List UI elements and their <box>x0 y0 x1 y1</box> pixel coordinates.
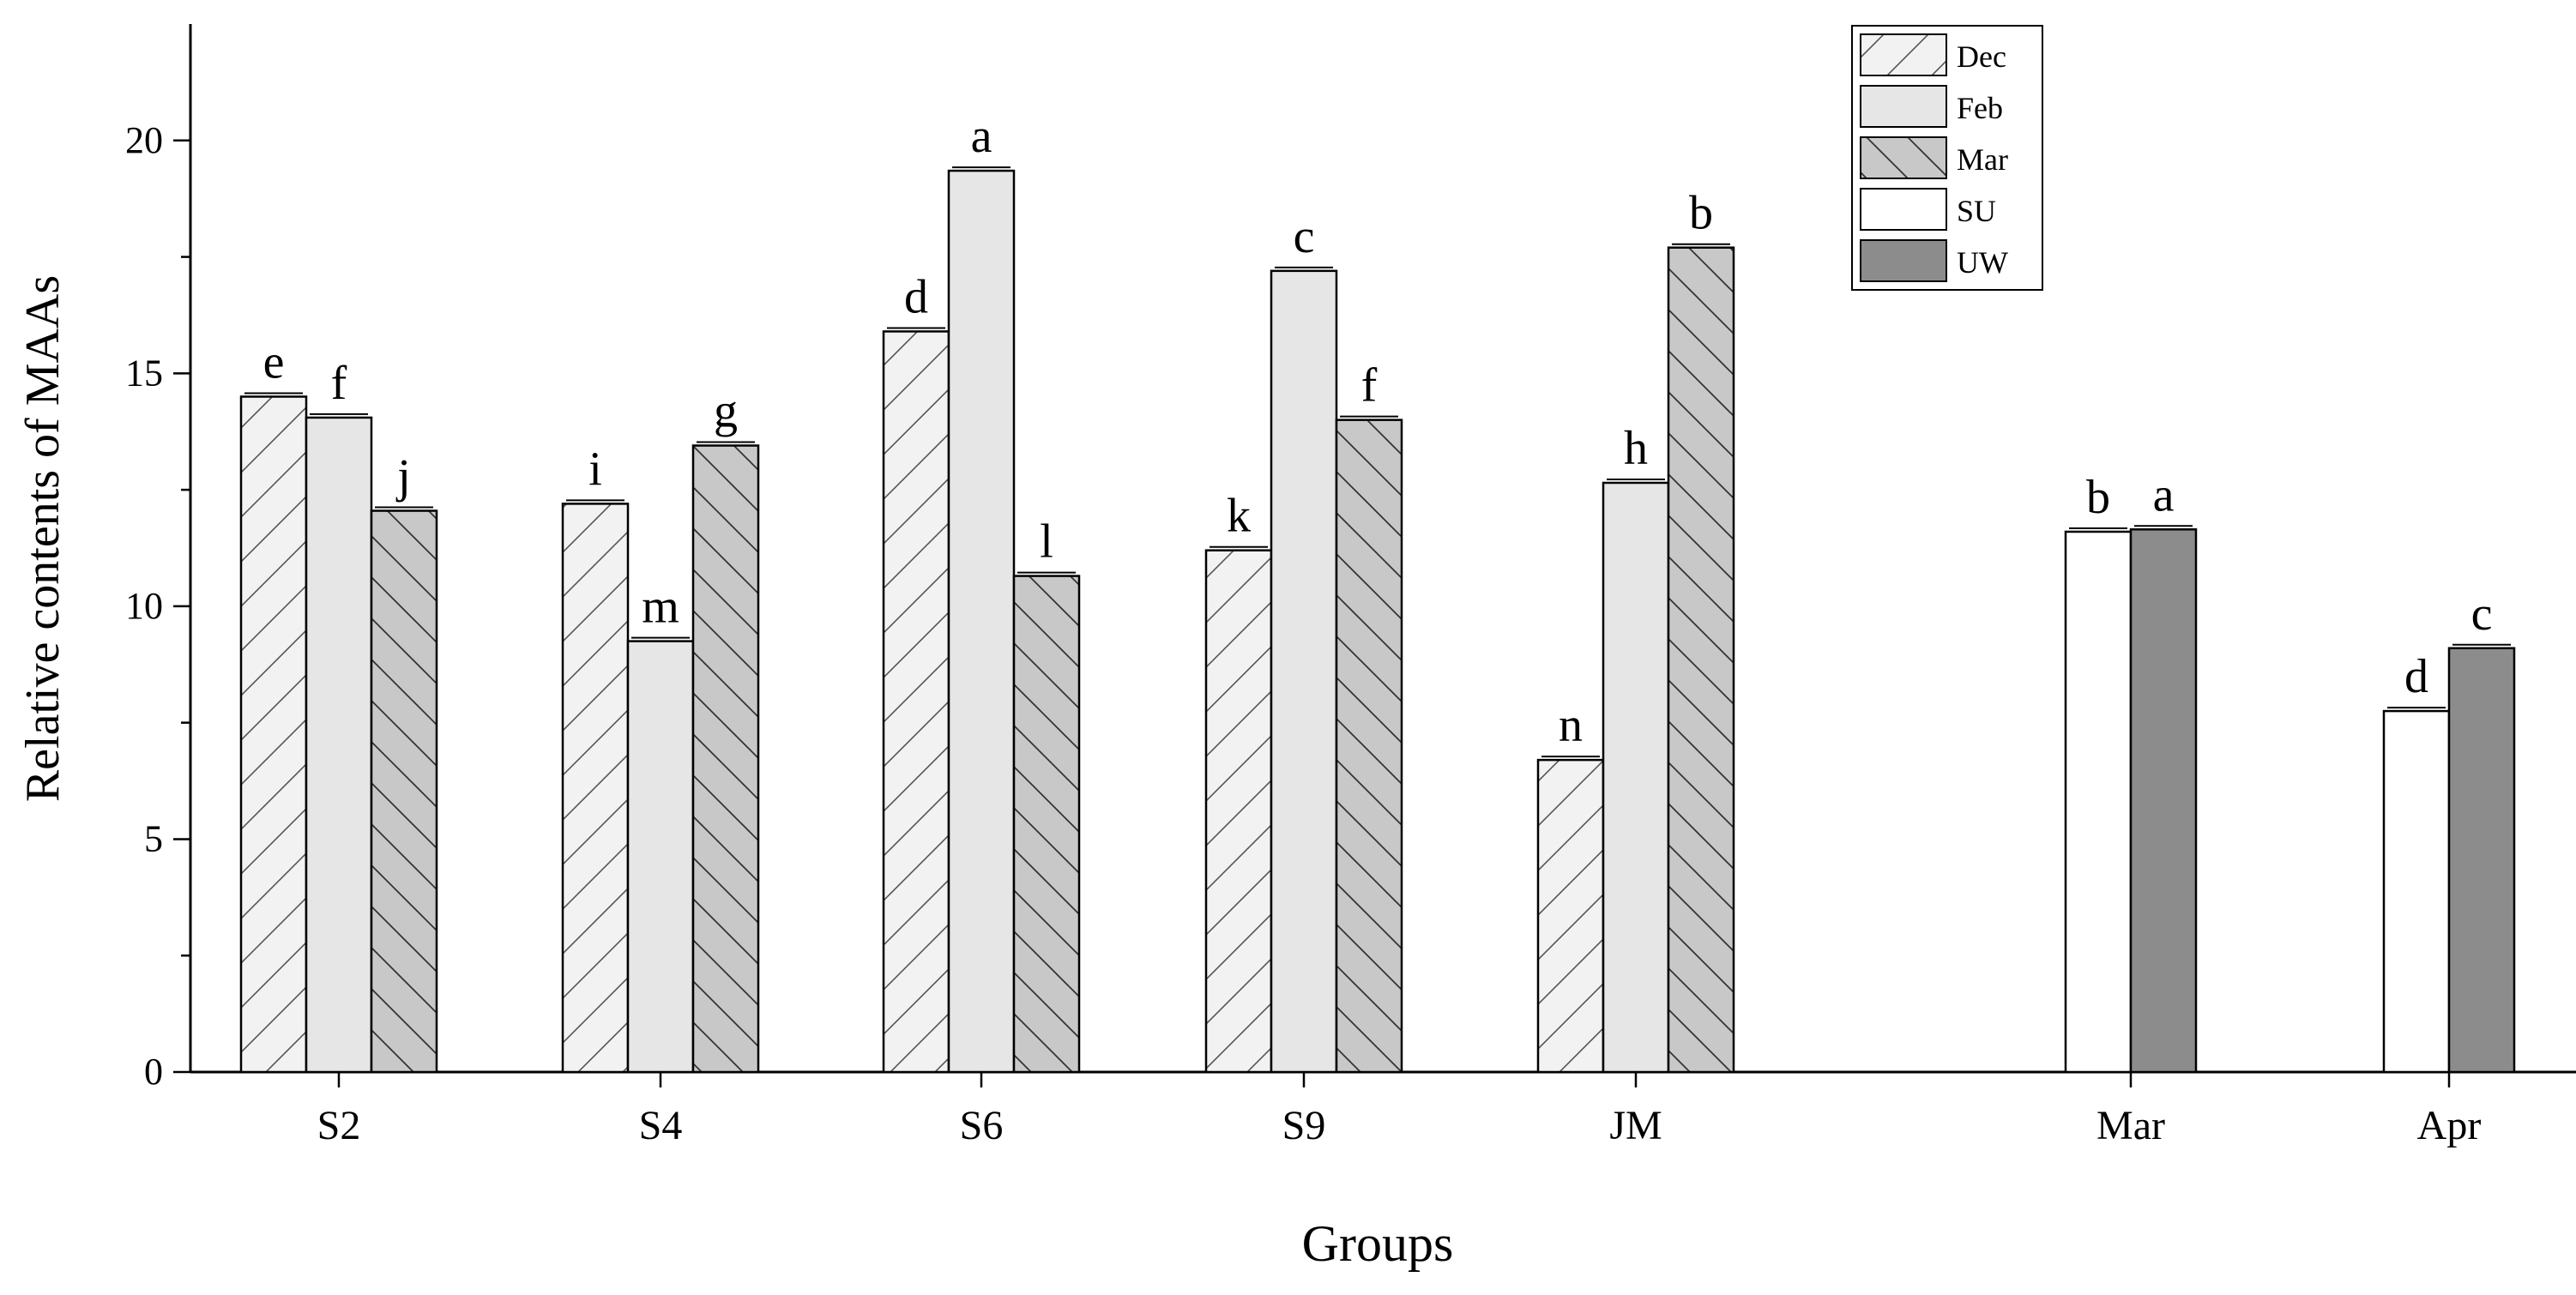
legend-label: Feb <box>1957 91 2003 125</box>
y-tick-label: 15 <box>125 352 163 394</box>
bar-hatch <box>1014 575 1079 1072</box>
significance-letter: i <box>588 443 602 496</box>
x-tick-label: S2 <box>317 1103 361 1148</box>
bar-hatch <box>693 445 758 1072</box>
bar-outline <box>1335 419 1403 1074</box>
legend-label: Mar <box>1957 142 2008 177</box>
significance-letter: g <box>714 385 738 438</box>
bar <box>628 641 693 1072</box>
significance-letter: k <box>1227 490 1251 543</box>
bar-hatch <box>1336 419 1402 1073</box>
significance-letter: c <box>1294 210 1315 263</box>
bar-outline <box>370 509 438 1074</box>
bar <box>2066 531 2131 1072</box>
bar-outline <box>691 444 760 1074</box>
legend-swatch-hatch <box>1861 34 1946 75</box>
legend-swatch-outline <box>1860 188 1947 231</box>
bar-outline <box>2129 528 2198 1074</box>
legend-swatch-outline <box>1860 239 1947 282</box>
axes: 0 5 10 15 20 S2 S4 S6 S9 JM Mar Apr <box>125 24 2576 1148</box>
y-tick-label: 20 <box>125 119 163 161</box>
significance-letter: c <box>2471 587 2493 641</box>
legend-swatch <box>1861 86 1946 127</box>
significance-letter: f <box>331 357 347 410</box>
bar <box>1271 270 1336 1072</box>
bar-hatch <box>371 510 437 1072</box>
legend: Dec Feb Mar SU UW <box>1851 25 2043 291</box>
bar <box>1603 482 1668 1072</box>
y-tick-label: 5 <box>144 817 163 859</box>
significance-letters: e i d k n f m a c h j g l f b b d a c <box>263 110 2493 752</box>
significance-letter: b <box>1689 187 1713 240</box>
significance-letter: b <box>2086 471 2110 524</box>
significance-letter: j <box>395 450 411 503</box>
legend-swatch-outline <box>1860 85 1947 128</box>
bar-hatch <box>1206 550 1271 1072</box>
significance-letter: d <box>904 270 928 323</box>
bars <box>239 166 2516 1074</box>
bar <box>949 171 1014 1073</box>
y-axis-title: Relative contents of MAAs <box>16 275 69 802</box>
bar-hatch <box>1538 760 1603 1072</box>
x-tick-label: JM <box>1609 1103 1662 1148</box>
significance-letter: m <box>642 581 679 634</box>
x-tick-label: Apr <box>2417 1103 2482 1148</box>
significance-letter: l <box>1040 515 1053 569</box>
legend-swatch-outline <box>1860 136 1947 179</box>
significance-letter: n <box>1559 699 1583 752</box>
significance-letter: e <box>263 335 285 388</box>
significance-letter: a <box>2153 468 2175 521</box>
bar-hatch <box>563 503 628 1072</box>
bar-hatch <box>1668 247 1734 1072</box>
bar-outline <box>1012 575 1081 1074</box>
x-tick-label: Mar <box>2096 1103 2165 1148</box>
y-tick-label: 10 <box>125 585 163 627</box>
legend-swatch-outline <box>1860 33 1947 76</box>
x-tick-label: S6 <box>960 1103 1004 1148</box>
significance-letter: h <box>1624 422 1648 475</box>
bar <box>2384 711 2449 1072</box>
bar-outline <box>2447 647 2516 1074</box>
bar-outline <box>1667 246 1735 1074</box>
x-tick-label: S9 <box>1282 1103 1326 1148</box>
bar <box>2131 529 2196 1072</box>
x-axis-title: Groups <box>1302 1215 1454 1272</box>
significance-letter: a <box>971 110 992 163</box>
y-tick-label: 0 <box>144 1051 163 1093</box>
legend-swatch <box>1861 240 1946 281</box>
significance-letter: f <box>1361 359 1378 413</box>
legend-swatch-hatch <box>1861 137 1946 178</box>
legend-label: Dec <box>1957 39 2006 74</box>
bar-hatch <box>241 396 306 1072</box>
bar <box>306 417 371 1072</box>
bar <box>2449 648 2514 1072</box>
significance-letter: d <box>2404 650 2428 703</box>
bar-hatch <box>884 331 949 1072</box>
legend-swatch <box>1861 189 1946 230</box>
x-tick-label: S4 <box>639 1103 683 1148</box>
legend-label: UW <box>1957 245 2008 280</box>
legend-label: SU <box>1957 194 1996 228</box>
